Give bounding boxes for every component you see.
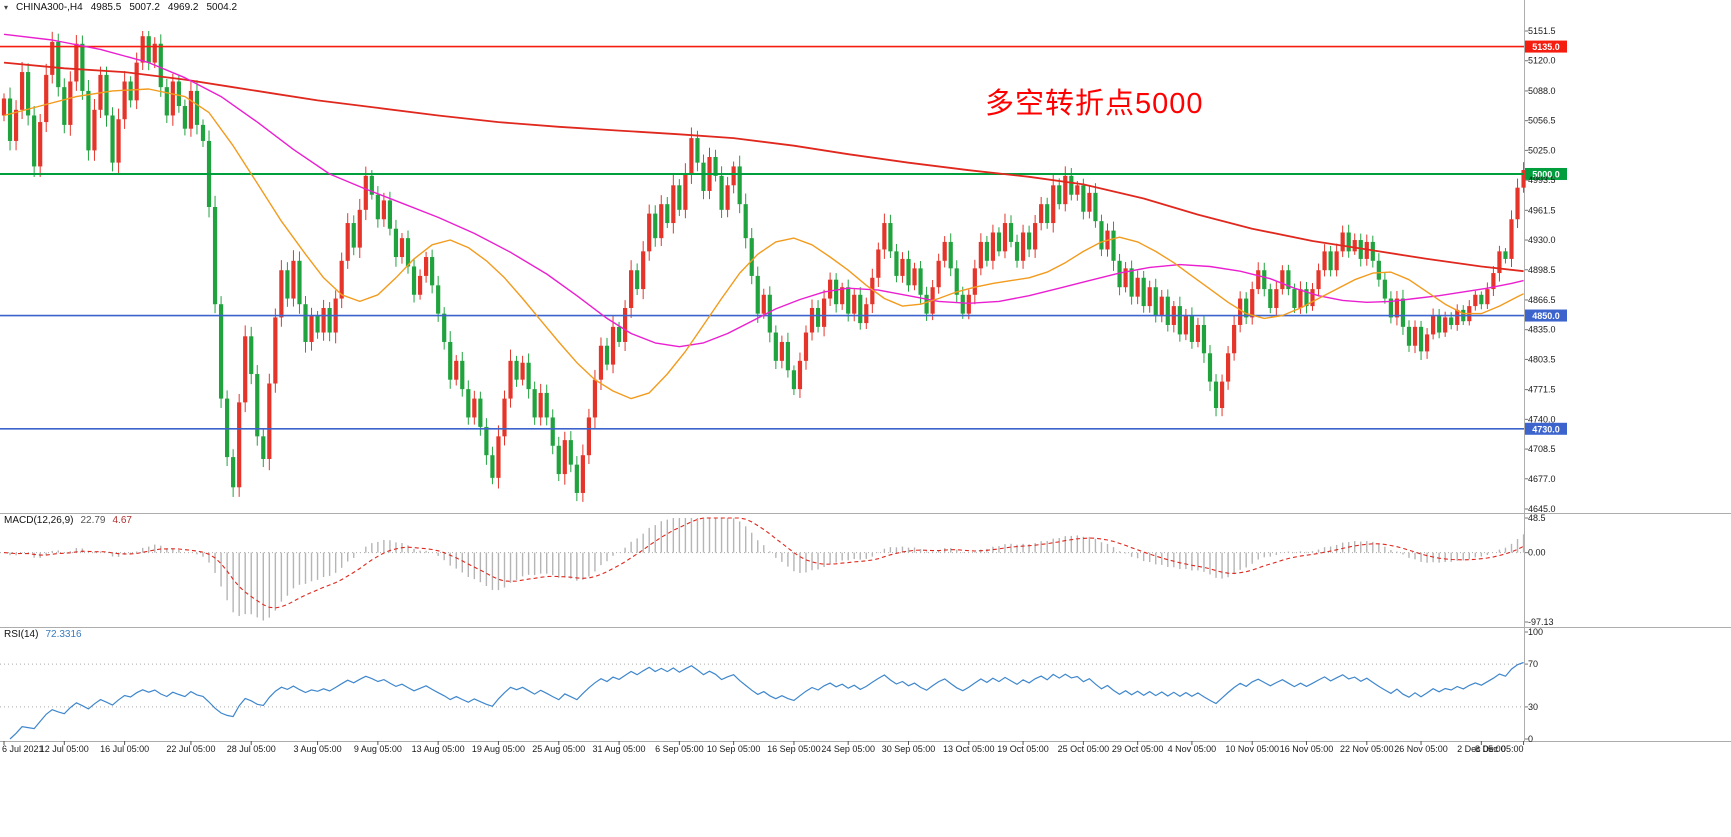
- symbol-timeframe-label: CHINA300-,H4: [16, 2, 83, 13]
- price-badge-5000.0: [1525, 167, 1567, 180]
- time-axis-label: 4 Nov 05:00: [1168, 744, 1217, 754]
- time-axis-label: 8 Dec 05:00: [1475, 744, 1524, 754]
- price-badge-label: 5135.0: [1532, 42, 1560, 52]
- time-axis-label: 30 Sep 05:00: [882, 744, 936, 754]
- ohlc-open-value: 4985.5: [90, 2, 122, 13]
- time-axis-label: 19 Aug 05:00: [472, 744, 525, 754]
- price-tick-label: 4930.0: [1528, 235, 1556, 245]
- ma-slow-red: [3, 61, 1524, 273]
- rsi-axis-label: 30: [1528, 702, 1538, 712]
- macd-signal-line: [3, 517, 1524, 609]
- price-tick-label: 4708.5: [1528, 444, 1556, 454]
- time-axis-label: 13 Oct 05:00: [943, 744, 995, 754]
- moving-averages: [3, 33, 1524, 400]
- rsi-axis-label: 0: [1528, 734, 1533, 744]
- macd-panel: 48.5 0.00 -97.13: [0, 513, 1554, 627]
- rsi-axis-label: 100: [1528, 627, 1543, 637]
- rsi-line: [9, 661, 1524, 740]
- time-axis-label: 10 Nov 05:00: [1225, 744, 1279, 754]
- price-badge-4730.0: [1525, 422, 1567, 435]
- chart-dropdown-icon[interactable]: ▾: [4, 3, 9, 12]
- time-axis-label: 26 Nov 05:00: [1394, 744, 1448, 754]
- time-axis-label: 12 Jul 05:00: [40, 744, 89, 754]
- macd-axis-label: 48.5: [1528, 513, 1546, 523]
- rsi-axis-label: 70: [1528, 659, 1538, 669]
- time-axis-label: 22 Jul 05:00: [166, 744, 215, 754]
- macd-indicator-title: MACD(12,26,9) 22.79 4.67: [4, 515, 132, 527]
- time-axis-label: 24 Sep 05:00: [821, 744, 875, 754]
- price-badge-label: 4730.0: [1532, 424, 1560, 434]
- time-axis-label: 10 Sep 05:00: [707, 744, 761, 754]
- macd-main-value: 22.79: [80, 515, 106, 526]
- price-badge-label: 5000.0: [1532, 169, 1560, 179]
- price-tick-label: 5025.0: [1528, 145, 1556, 155]
- time-axis-label: 6 Sep 05:00: [655, 744, 704, 754]
- price-tick-label: 5151.5: [1528, 26, 1556, 36]
- rsi-label: RSI(14): [4, 629, 39, 640]
- time-axis-label: 3 Aug 05:00: [294, 744, 342, 754]
- price-tick-label: 4866.5: [1528, 295, 1556, 305]
- price-tick-label: 4898.5: [1528, 265, 1556, 275]
- price-tick-label: 5120.0: [1528, 56, 1556, 66]
- price-badge-4850.0: [1525, 309, 1567, 322]
- rsi-indicator-title: RSI(14) 72.3316: [4, 629, 82, 641]
- price-tick-label: 4771.5: [1528, 385, 1556, 395]
- price-tick-label: 4803.5: [1528, 354, 1556, 364]
- time-axis-label: 16 Nov 05:00: [1280, 744, 1334, 754]
- time-axis-label: 25 Aug 05:00: [532, 744, 585, 754]
- time-axis-label: 13 Aug 05:00: [412, 744, 465, 754]
- time-axis-label: 29 Oct 05:00: [1112, 744, 1164, 754]
- candles: [1, 31, 1526, 502]
- macd-axis-label: -97.13: [1528, 617, 1554, 627]
- rsi-panel: 100 70 30 0: [0, 627, 1543, 744]
- price-tick-label: 4740.0: [1528, 414, 1556, 424]
- ma-medium-magenta: [3, 33, 1524, 348]
- price-tick-label: 4835.0: [1528, 325, 1556, 335]
- ohlc-low-value: 4969.2: [167, 2, 199, 13]
- time-axis-label: 6 Jul 2021: [2, 744, 44, 754]
- price-tick-label: 4993.5: [1528, 175, 1556, 185]
- macd-axis-label: 0.00: [1528, 548, 1546, 558]
- rsi-value: 72.3316: [45, 629, 82, 640]
- price-axis[interactable]: 5151.5 5120.0 5088.0 5056.5 5025.0 4993.5 4961…: [1525, 26, 1556, 514]
- time-axis-label: 28 Jul 05:00: [227, 744, 276, 754]
- macd-signal-value: 4.67: [112, 515, 132, 526]
- price-badge-5135.0: [1525, 40, 1567, 53]
- macd-label: MACD(12,26,9): [4, 515, 74, 526]
- price-tick-label: 4645.0: [1528, 504, 1556, 514]
- ma-fast-orange: [3, 88, 1524, 400]
- time-axis-label: 16 Sep 05:00: [767, 744, 821, 754]
- time-axis-label: 31 Aug 05:00: [593, 744, 646, 754]
- chart-annotation-text: 多空转折点5000: [985, 88, 1204, 120]
- price-tick-label: 5056.5: [1528, 116, 1556, 126]
- time-axis-label: 25 Oct 05:00: [1058, 744, 1110, 754]
- time-axis-label: 19 Oct 05:00: [997, 744, 1049, 754]
- ohlc-close-value: 5004.2: [206, 2, 238, 13]
- price-tick-label: 4961.5: [1528, 205, 1556, 215]
- panel-separators: [0, 0, 1731, 742]
- horizontal-lines: 5135.0 5000.0 4850.0 4730.0: [0, 40, 1567, 435]
- price-tick-label: 4677.0: [1528, 474, 1556, 484]
- ohlc-high-value: 5007.2: [129, 2, 160, 13]
- time-axis-label: 9 Aug 05:00: [354, 744, 402, 754]
- symbol-info-bar: ▾ CHINA300-,H4 4985.5 5007.2 4969.2 5004…: [4, 2, 237, 14]
- price-badge-label: 4850.0: [1532, 311, 1560, 321]
- time-axis-label: 16 Jul 05:00: [100, 744, 149, 754]
- time-axis-label: 22 Nov 05:00: [1340, 744, 1394, 754]
- price-tick-label: 5088.0: [1528, 86, 1556, 96]
- time-axis-label: 2 Dec 05:00: [1457, 744, 1506, 754]
